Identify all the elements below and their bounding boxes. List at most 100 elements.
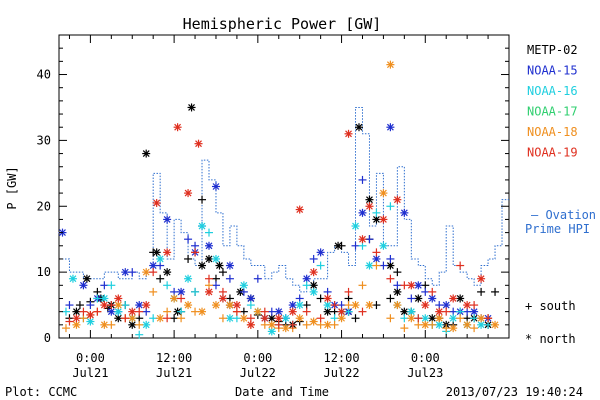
marker-stroke [114,308,122,316]
south-marker [393,268,402,277]
south-marker [79,307,88,316]
south-marker [407,294,416,303]
marker-stroke [240,314,248,322]
south-marker [344,287,353,296]
marker-stroke [379,242,387,250]
marker-stroke [359,235,366,243]
marker-stroke [421,314,429,322]
north-marker [114,314,123,323]
marker-stroke [477,275,485,283]
south-marker [253,274,262,283]
north-marker [281,324,290,333]
marker-stroke [212,183,220,190]
marker-stroke [163,216,171,223]
marker-stroke [83,275,91,283]
marker-stroke [296,206,304,213]
north-marker [170,294,179,303]
north-marker [288,307,297,316]
north-marker [232,301,241,310]
marker-stroke [73,321,80,329]
marker-stroke [345,130,352,138]
marker-stroke [149,262,157,269]
marker-stroke [414,295,422,302]
marker-stroke [174,123,182,131]
south-marker [358,175,367,184]
y-tick-label: 40 [37,68,51,82]
marker-stroke [100,301,108,309]
marker-stroke [156,314,164,322]
north-marker [184,189,193,198]
north-marker [379,215,388,224]
south-marker [330,301,339,310]
marker-stroke [352,222,359,230]
north-marker [421,320,430,329]
footer-timestamp: 2013/07/23 19:40:24 [446,385,583,399]
north-marker [142,320,151,329]
north-marker [211,254,220,263]
south-marker [386,294,395,303]
south-marker [351,241,360,250]
north-marker [435,307,444,316]
marker-stroke [393,301,401,309]
marker-stroke [195,140,202,148]
north-marker [86,317,95,326]
marker-stroke [198,262,206,269]
north-marker [205,254,213,263]
south-marker [386,202,395,211]
x-tick-date-label: Jul21 [156,366,192,380]
legend-entry: NOAA-16 [527,84,578,98]
north-marker [267,314,276,323]
north-marker [205,287,213,296]
north-marker-legend: * north [525,332,576,346]
north-marker [239,281,248,290]
ovation-legend-line2: Prime HPI [525,222,590,236]
north-marker [414,281,423,290]
south-marker [61,307,70,316]
x-tick-date-label: Jul21 [72,366,108,380]
north-marker [163,248,172,257]
south-marker [428,320,437,329]
marker-stroke [233,301,241,309]
north-marker [274,314,283,323]
south-marker [163,314,172,323]
legend-entry: NOAA-17 [527,105,578,119]
marker-stroke [310,318,318,325]
south-marker [302,307,311,316]
marker-stroke [282,324,290,332]
north-marker [400,307,409,316]
north-marker [365,301,374,310]
south-marker [393,281,402,290]
x-tick-date-label: Jul23 [407,366,443,380]
plot-frame [58,34,510,339]
north-marker [215,261,224,270]
marker-stroke [142,301,150,309]
north-marker [198,261,207,270]
north-marker [198,222,207,231]
legend: METP-02 NOAA-15 NOAA-16 NOAA-17 NOAA-18 NOAA-… [527,43,578,160]
marker-stroke [449,314,457,322]
south-marker [128,268,137,277]
south-marker [191,307,200,316]
y-tick-label: 0 [44,331,51,345]
marker-stroke [407,308,415,316]
north-marker [309,317,318,326]
marker-stroke [296,314,304,322]
x-tick-time-label: 12:00 [323,351,359,365]
north-marker [323,320,332,329]
marker-stroke [428,314,436,322]
north-marker [114,301,123,310]
north-marker [187,103,196,112]
marker-stroke [240,281,248,289]
marker-stroke [128,314,136,322]
marker-stroke [477,321,485,329]
south-marker [225,274,234,283]
marker-stroke [310,281,318,289]
north-marker [142,301,151,310]
north-marker [205,241,213,250]
marker-stroke [393,196,401,204]
north-marker [152,248,161,257]
north-marker [393,301,402,310]
north-marker [121,268,130,277]
marker-stroke [491,321,499,329]
marker-stroke [386,123,394,131]
